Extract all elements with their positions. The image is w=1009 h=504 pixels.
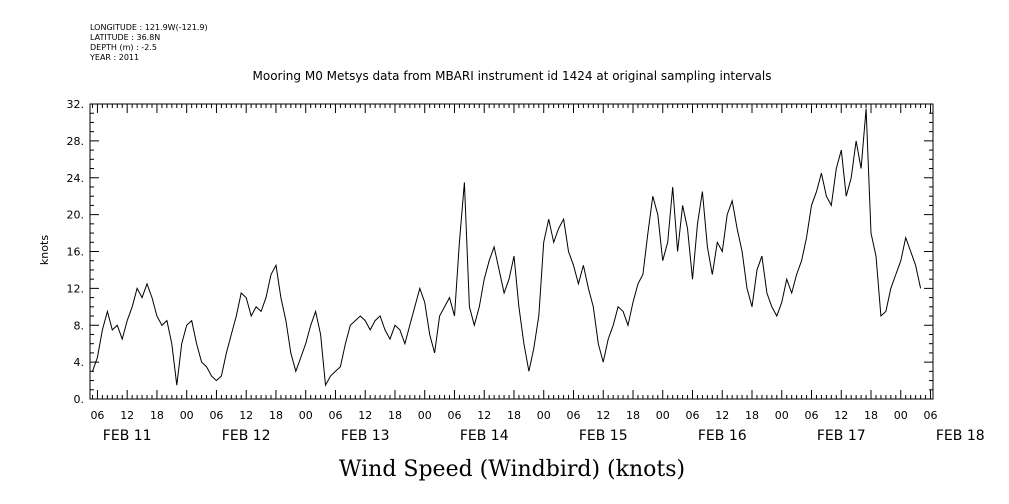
depth-text: DEPTH (m) : -2.5 (90, 43, 157, 52)
x-tick-label: 00 (656, 409, 670, 422)
x-tick-label: 06 (805, 409, 819, 422)
y-tick-label: 32. (67, 98, 85, 111)
x-tick-label: 18 (745, 409, 759, 422)
y-tick-label: 16. (67, 246, 85, 259)
day-label: FEB 16 (698, 428, 747, 444)
x-tick-label: 00 (299, 409, 313, 422)
x-tick-label: 12 (120, 409, 134, 422)
longitude-text: LONGITUDE : 121.9W(-121.9) (90, 23, 208, 32)
chart-title: Mooring M0 Metsys data from MBARI instru… (253, 69, 772, 83)
y-tick-label: 20. (67, 209, 85, 222)
x-tick-label: 12 (596, 409, 610, 422)
series-layer (92, 108, 922, 387)
year-text: YEAR : 2011 (89, 53, 139, 62)
x-tick-label: 00 (180, 409, 194, 422)
x-tick-label: 06 (90, 409, 104, 422)
y-axis-label: knots (38, 235, 51, 265)
day-label: FEB 13 (341, 428, 390, 444)
x-tick-label: 18 (388, 409, 402, 422)
plot-frame (89, 103, 934, 400)
day-label: FEB 18 (936, 428, 985, 444)
x-tick-label: 18 (150, 409, 164, 422)
x-tick-label: 18 (269, 409, 283, 422)
x-tick-label: 00 (418, 409, 432, 422)
x-tick-label: 18 (864, 409, 878, 422)
x-tick-label: 12 (477, 409, 491, 422)
latitude-text: LATITUDE : 36.8N (90, 33, 160, 42)
x-tick-label: 00 (894, 409, 908, 422)
y-tick-label: 28. (67, 135, 85, 148)
x-tick-label: 06 (685, 409, 699, 422)
y-tick-label: 24. (67, 172, 85, 185)
y-tick-label: 4. (74, 356, 85, 369)
day-label: FEB 17 (817, 428, 866, 444)
day-label: FEB 14 (460, 428, 509, 444)
x-tick-label: 12 (715, 409, 729, 422)
day-label: FEB 11 (103, 428, 152, 444)
day-label: FEB 15 (579, 428, 628, 444)
day-label: FEB 12 (222, 428, 271, 444)
x-tick-label: 12 (358, 409, 372, 422)
y-tick-label: 12. (67, 282, 85, 295)
axes-layer: 0. 4. 8. 12. 16. 20. 24. 28. 32. 06 12 18 00 06 12 18 00… (67, 98, 985, 444)
x-tick-label: 06 (209, 409, 223, 422)
y-tick-label: 8. (74, 319, 85, 332)
x-axis-label: Wind Speed (Windbird) (knots) (339, 457, 685, 482)
x-tick-label: 06 (924, 409, 938, 422)
x-tick-label: 18 (626, 409, 640, 422)
x-tick-label: 06 (447, 409, 461, 422)
x-tick-label: 06 (328, 409, 342, 422)
metadata-block: LONGITUDE : 121.9W(-121.9) LATITUDE : 36… (89, 23, 208, 62)
x-tick-label: 18 (507, 409, 521, 422)
x-tick-label: 12 (239, 409, 253, 422)
x-tick-label: 00 (775, 409, 789, 422)
x-tick-label: 12 (834, 409, 848, 422)
y-tick-label: 0. (74, 393, 85, 406)
x-tick-label: 06 (566, 409, 580, 422)
wind-speed-series-line (92, 108, 922, 387)
x-tick-label: 00 (537, 409, 551, 422)
